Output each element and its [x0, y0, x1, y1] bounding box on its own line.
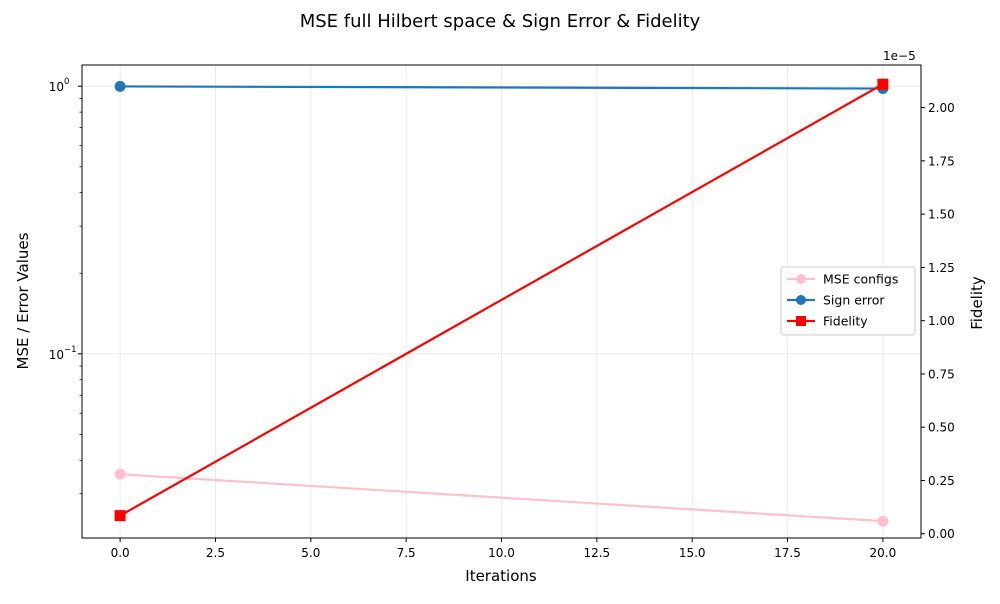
- y-right-tick-label: 1.75: [928, 154, 955, 168]
- legend-label-mse-configs: MSE configs: [823, 272, 898, 287]
- y-right-tick-label: 1.25: [928, 261, 955, 275]
- plot-series: [114, 78, 889, 527]
- data-point-fidelity: [877, 78, 889, 90]
- y-axis-right: 0.00 0.25 0.50 0.75 1.00 1.25 1.50 1.75 2.00: [921, 101, 955, 541]
- x-tick-label: 7.5: [397, 546, 416, 560]
- y-axis-right-label: Fidelity: [968, 276, 986, 330]
- y-left-tick-exponent: −1: [64, 345, 77, 355]
- x-tick-label: 10.0: [488, 546, 515, 560]
- y-right-tick-label: 0.00: [928, 527, 955, 541]
- y-left-tick-label: 10: [49, 348, 64, 362]
- x-tick-label: 12.5: [583, 546, 610, 560]
- x-tick-label: 15.0: [679, 546, 706, 560]
- x-tick-label: 20.0: [870, 546, 897, 560]
- data-point-sign-error: [114, 80, 126, 92]
- legend-marker-sign-error: [796, 295, 806, 305]
- y-right-tick-label: 1.00: [928, 314, 955, 328]
- legend: MSE configs Sign error Fidelity: [780, 266, 916, 336]
- data-point-fidelity: [114, 510, 126, 522]
- series-line-fidelity: [119, 83, 884, 517]
- data-point-mse-configs: [114, 468, 126, 480]
- y-right-tick-label: 1.50: [928, 208, 955, 222]
- data-point-mse-configs: [877, 515, 889, 527]
- x-tick-label: 2.5: [206, 546, 225, 560]
- legend-box: [780, 266, 916, 336]
- x-tick-label: 0.0: [111, 546, 130, 560]
- y-right-tick-label: 0.25: [928, 474, 955, 488]
- x-axis-label: Iterations: [465, 567, 537, 585]
- series-line-sign-error: [120, 85, 883, 90]
- y-axis-left-label: MSE / Error Values: [14, 232, 32, 369]
- legend-marker-fidelity: [796, 316, 806, 326]
- y-left-tick-exponent: 0: [64, 77, 69, 87]
- y-right-tick-label: 2.00: [928, 101, 955, 115]
- y-right-tick-label: 0.75: [928, 367, 955, 381]
- series-line-mse-configs: [120, 473, 883, 523]
- legend-marker-mse-configs: [796, 274, 806, 284]
- y-axis-right-offset: 1e−5: [883, 49, 916, 63]
- y-right-tick-label: 0.50: [928, 421, 955, 435]
- x-tick-label: 5.0: [301, 546, 320, 560]
- x-axis: 0.0 2.5 5.0 7.5 10.0 12.5 15.0 17.5 20.0: [111, 538, 897, 560]
- chart-title: MSE full Hilbert space & Sign Error & Fi…: [300, 11, 701, 32]
- y-left-tick-label: 10: [49, 80, 64, 94]
- x-tick-label: 17.5: [774, 546, 801, 560]
- legend-label-fidelity: Fidelity: [823, 314, 868, 329]
- legend-label-sign-error: Sign error: [823, 293, 885, 308]
